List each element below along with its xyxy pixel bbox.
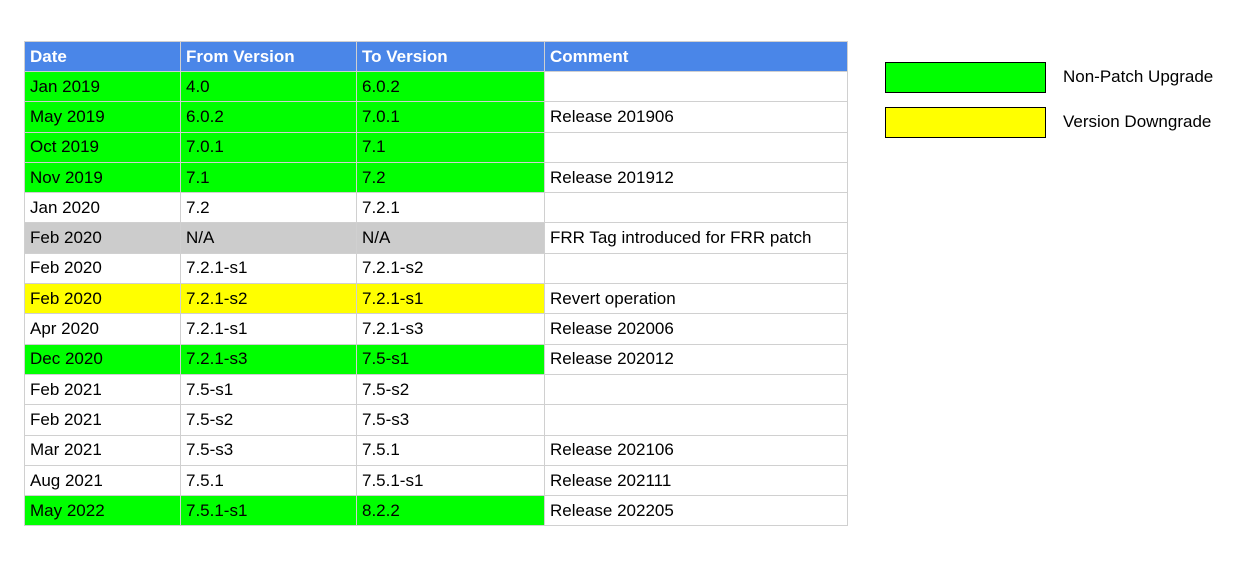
cell-comment <box>544 131 848 163</box>
cell-date: Aug 2021 <box>24 464 181 497</box>
table-row: Jan 2019 4.0 6.0.2 <box>24 70 848 103</box>
cell-comment: Release 202205 <box>544 495 848 527</box>
cell-from-version: 7.0.1 <box>180 131 357 163</box>
cell-comment: Revert operation <box>544 283 848 315</box>
cell-date: Apr 2020 <box>24 313 181 345</box>
cell-to-version: N/A <box>356 222 545 254</box>
cell-to-version: 7.1 <box>356 131 545 163</box>
cell-comment <box>544 404 848 436</box>
cell-from-version: 7.2.1-s3 <box>180 343 357 375</box>
cell-date: Jan 2020 <box>24 192 181 224</box>
cell-date: May 2019 <box>24 101 181 133</box>
cell-from-version: 7.5-s3 <box>180 434 357 466</box>
cell-from-version: 6.0.2 <box>180 101 357 133</box>
cell-comment <box>544 252 848 285</box>
header-from-version: From Version <box>180 41 357 72</box>
cell-to-version: 7.5-s2 <box>356 373 545 406</box>
cell-from-version: 7.2.1-s1 <box>180 252 357 285</box>
cell-date: Dec 2020 <box>24 343 181 375</box>
table-header-row: Date From Version To Version Comment <box>24 41 848 72</box>
table-row: Nov 2019 7.1 7.2 Release 201912 <box>24 161 848 194</box>
cell-to-version: 7.5-s3 <box>356 404 545 436</box>
cell-date: Feb 2020 <box>24 222 181 254</box>
cell-from-version: 7.1 <box>180 161 357 194</box>
version-history-table: Date From Version To Version Comment Jan… <box>24 41 848 527</box>
cell-to-version: 7.2 <box>356 161 545 194</box>
cell-to-version: 7.2.1-s1 <box>356 283 545 315</box>
cell-to-version: 7.2.1 <box>356 192 545 224</box>
table-row: Oct 2019 7.0.1 7.1 <box>24 131 848 163</box>
legend-swatch-yellow <box>885 107 1046 138</box>
cell-comment: Release 202006 <box>544 313 848 345</box>
cell-to-version: 7.5.1-s1 <box>356 464 545 497</box>
legend-label: Non-Patch Upgrade <box>1063 67 1214 86</box>
cell-comment: Release 201906 <box>544 101 848 133</box>
cell-to-version: 6.0.2 <box>356 70 545 103</box>
table-row: May 2022 7.5.1-s1 8.2.2 Release 202205 <box>24 495 848 527</box>
header-date: Date <box>24 41 181 72</box>
cell-comment: Release 202106 <box>544 434 848 466</box>
cell-date: Nov 2019 <box>24 161 181 194</box>
header-comment: Comment <box>544 41 848 72</box>
legend-swatch-green <box>885 62 1046 93</box>
cell-date: Feb 2021 <box>24 373 181 406</box>
cell-date: Feb 2021 <box>24 404 181 436</box>
table-row: Feb 2021 7.5-s2 7.5-s3 <box>24 404 848 436</box>
table-row: Feb 2021 7.5-s1 7.5-s2 <box>24 373 848 406</box>
table-row: Jan 2020 7.2 7.2.1 <box>24 192 848 224</box>
cell-to-version: 7.2.1-s3 <box>356 313 545 345</box>
cell-to-version: 7.0.1 <box>356 101 545 133</box>
cell-comment: Release 202012 <box>544 343 848 375</box>
table-row: Aug 2021 7.5.1 7.5.1-s1 Release 202111 <box>24 464 848 497</box>
cell-comment: Release 202111 <box>544 464 848 497</box>
cell-to-version: 7.5.1 <box>356 434 545 466</box>
cell-from-version: N/A <box>180 222 357 254</box>
cell-comment <box>544 70 848 103</box>
table-row: May 2019 6.0.2 7.0.1 Release 201906 <box>24 101 848 133</box>
cell-comment <box>544 373 848 406</box>
table-row: Dec 2020 7.2.1-s3 7.5-s1 Release 202012 <box>24 343 848 375</box>
cell-to-version: 7.2.1-s2 <box>356 252 545 285</box>
cell-from-version: 7.5.1-s1 <box>180 495 357 527</box>
cell-date: Oct 2019 <box>24 131 181 163</box>
cell-date: May 2022 <box>24 495 181 527</box>
cell-from-version: 7.5.1 <box>180 464 357 497</box>
table-row: Feb 2020 7.2.1-s2 7.2.1-s1 Revert operation <box>24 283 848 315</box>
table-row: Feb 2020 N/A N/A FRR Tag introduced for FRR… <box>24 222 848 254</box>
cell-comment: FRR Tag introduced for FRR patch <box>544 222 848 254</box>
table-row: Apr 2020 7.2.1-s1 7.2.1-s3 Release 202006 <box>24 313 848 345</box>
cell-comment: Release 201912 <box>544 161 848 194</box>
table-row: Mar 2021 7.5-s3 7.5.1 Release 202106 <box>24 434 848 466</box>
cell-date: Jan 2019 <box>24 70 181 103</box>
cell-comment <box>544 192 848 224</box>
table-row: Feb 2020 7.2.1-s1 7.2.1-s2 <box>24 252 848 285</box>
cell-from-version: 7.2 <box>180 192 357 224</box>
cell-to-version: 8.2.2 <box>356 495 545 527</box>
cell-date: Feb 2020 <box>24 252 181 285</box>
cell-date: Feb 2020 <box>24 283 181 315</box>
cell-from-version: 7.5-s2 <box>180 404 357 436</box>
cell-to-version: 7.5-s1 <box>356 343 545 375</box>
cell-from-version: 7.2.1-s1 <box>180 313 357 345</box>
header-to-version: To Version <box>356 41 545 72</box>
cell-from-version: 7.5-s1 <box>180 373 357 406</box>
cell-date: Mar 2021 <box>24 434 181 466</box>
cell-from-version: 7.2.1-s2 <box>180 283 357 315</box>
cell-from-version: 4.0 <box>180 70 357 103</box>
legend-label: Version Downgrade <box>1063 112 1212 131</box>
